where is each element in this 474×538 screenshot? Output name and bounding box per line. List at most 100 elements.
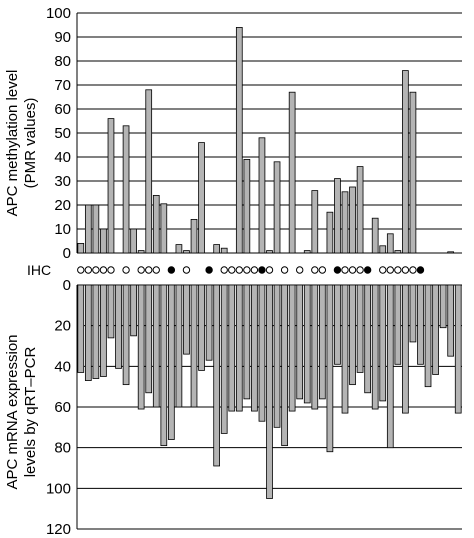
ihc-marker-open <box>84 266 93 274</box>
mrna-bar <box>266 284 273 499</box>
ihc-marker-open <box>394 266 402 274</box>
mrna-bar <box>364 284 371 394</box>
methylation-bar <box>107 118 115 254</box>
methylation-bar <box>190 218 198 254</box>
ihc-marker-open <box>107 266 115 274</box>
methylation-bar <box>175 244 183 254</box>
methylation-bar <box>311 190 319 254</box>
mrna-bar <box>77 284 85 373</box>
methylation-bar <box>379 245 387 254</box>
methylation-bar <box>152 194 160 254</box>
ihc-marker-open <box>92 266 100 274</box>
mrna-bar <box>296 284 304 400</box>
methylation-bar <box>145 89 153 254</box>
mrna-bar <box>318 284 326 400</box>
methylation-bar <box>100 228 107 254</box>
methylation-bar <box>334 178 341 254</box>
mrna-bar <box>122 284 130 386</box>
mrna-bar <box>243 284 251 400</box>
mrna-bar <box>251 284 258 412</box>
mrna-bar <box>145 284 153 394</box>
methylation-bar <box>349 186 356 254</box>
mrna-bar <box>281 284 288 447</box>
ihc-marker-open <box>341 266 349 274</box>
mrna-bar <box>137 284 145 410</box>
ihc-marker-open <box>99 266 108 274</box>
ihc-marker-filled <box>167 266 176 274</box>
top-tick-label: 50 <box>54 125 71 142</box>
bottom-axis-title-line-2: levels by qRT–PCR <box>22 347 39 478</box>
methylation-bar <box>183 250 190 254</box>
mrna-bar <box>454 284 462 414</box>
mrna-bar <box>220 284 228 434</box>
mrna-bar <box>190 284 198 408</box>
ihc-marker-open <box>265 266 274 274</box>
top-tick-label: 70 <box>54 77 71 94</box>
ihc-markers <box>77 266 425 274</box>
methylation-bar <box>273 161 281 254</box>
mrna-bar <box>84 284 92 381</box>
mrna-bar <box>417 284 424 365</box>
top-tick-label: 40 <box>54 149 71 166</box>
top-axis-title-line-1: APC methylation level <box>4 70 21 217</box>
ihc-marker-open <box>122 266 130 274</box>
top-tick-label: 100 <box>46 5 71 22</box>
tick-labels: 0 10 20 30 40 50 60 70 80 90 100 0 20 40 60 80 100 120 <box>46 5 71 538</box>
methylation-bar <box>130 228 137 254</box>
mrna-bar <box>409 284 417 343</box>
mrna-bar <box>394 284 402 365</box>
methylation-bar <box>137 250 145 254</box>
ihc-marker-open <box>235 266 244 274</box>
methylation-bar <box>303 250 311 254</box>
mrna-bar <box>168 284 175 440</box>
mrna-bar <box>371 284 379 410</box>
ihc-marker-filled <box>205 266 213 274</box>
methylation-bar <box>356 166 364 254</box>
methylation-bar <box>409 91 417 254</box>
top-tick-label: 10 <box>54 221 71 238</box>
ihc-marker-open <box>280 266 289 274</box>
bars <box>77 26 462 499</box>
ihc-marker-open <box>220 266 228 274</box>
mrna-bar <box>92 284 100 379</box>
mrna-bar <box>341 284 349 414</box>
ihc-marker-open <box>243 266 251 274</box>
methylation-bar <box>77 242 85 254</box>
mrna-bar <box>326 284 334 453</box>
ihc-marker-open <box>356 266 364 274</box>
mrna-bar <box>288 284 296 412</box>
ihc-marker-open <box>348 266 357 274</box>
mrna-bar <box>303 284 311 404</box>
methylation-bar <box>213 244 221 254</box>
ihc-marker-open <box>318 266 327 274</box>
mrna-bar <box>424 284 432 388</box>
mrna-bar <box>334 284 341 365</box>
methylation-bar <box>447 251 455 254</box>
methylation-bar <box>386 233 394 254</box>
ihc-marker-open <box>182 266 191 274</box>
bottom-tick-label: 0 <box>63 277 71 294</box>
mrna-bar <box>115 284 122 369</box>
ihc-marker-open <box>77 266 85 274</box>
ihc-marker-filled <box>333 266 342 274</box>
methylation-bar <box>402 70 409 254</box>
ihc-marker-open <box>152 266 160 274</box>
mrna-bar <box>228 284 236 412</box>
mrna-bar <box>152 284 160 408</box>
methylation-bar <box>84 204 92 254</box>
ihc-marker-filled <box>416 266 425 274</box>
ihc-marker-open <box>228 266 236 274</box>
bottom-tick-label: 20 <box>54 318 71 335</box>
bottom-tick-label: 80 <box>54 440 71 457</box>
bottom-tick-label: 60 <box>54 399 71 416</box>
top-axis-title-line-2: (PMR values) <box>22 98 39 189</box>
bottom-tick-label: 40 <box>54 358 71 375</box>
methylation-bar <box>258 137 266 254</box>
mrna-bar <box>402 284 409 414</box>
mrna-bar <box>432 284 439 375</box>
mrna-bar <box>386 284 394 449</box>
mrna-bar <box>311 284 319 410</box>
top-tick-label: 90 <box>54 29 71 46</box>
ihc-marker-filled <box>258 266 266 274</box>
